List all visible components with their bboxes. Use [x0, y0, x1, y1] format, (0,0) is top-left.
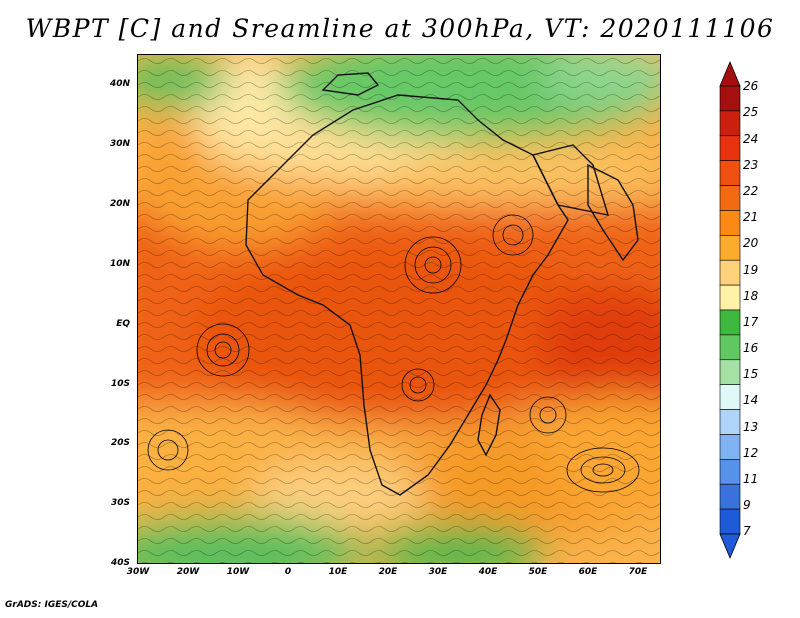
colorbar-label: 12 — [743, 446, 759, 460]
colorbar-swatch — [719, 210, 741, 236]
colorbar — [719, 60, 741, 560]
colorbar-swatch — [719, 160, 741, 186]
colorbar-label: 14 — [743, 393, 759, 407]
grads-credit: GrADS: IGES/COLA — [5, 600, 99, 610]
colorbar-swatch — [719, 135, 741, 161]
colorbar-arrow-bottom — [719, 533, 741, 560]
wbpt-field-map — [138, 55, 660, 563]
lon-tick-40e: 40E — [478, 567, 498, 577]
streamline-texture — [138, 55, 660, 563]
colorbar-swatch — [719, 284, 741, 311]
colorbar-label: 20 — [743, 236, 759, 250]
colorbar-swatch — [719, 185, 741, 211]
colorbar-swatch — [719, 110, 741, 137]
colorbar-label: 11 — [743, 472, 759, 486]
lon-tick-60e: 60E — [578, 567, 598, 577]
colorbar-label: 25 — [743, 105, 759, 119]
lon-tick-20w: 20W — [176, 567, 200, 577]
colorbar-swatch — [719, 334, 741, 361]
lat-tick-10s: 10S — [110, 379, 130, 389]
colorbar-label: 24 — [743, 132, 759, 146]
chart-title: WBPT [C] and Sreamline at 300hPa, VT: 20… — [25, 14, 775, 43]
lon-tick-70e: 70E — [628, 567, 648, 577]
lat-tick-40s: 40S — [110, 558, 130, 568]
colorbar-arrow-top — [719, 60, 741, 87]
colorbar-label: 17 — [743, 315, 759, 329]
lat-tick-eq: EQ — [116, 319, 130, 329]
lon-tick-10e: 10E — [328, 567, 348, 577]
colorbar-swatch — [719, 384, 741, 410]
lat-tick-30n: 30N — [109, 139, 130, 149]
colorbar-label: 22 — [743, 184, 759, 198]
colorbar-label: 23 — [743, 158, 759, 172]
colorbar-label: 21 — [743, 210, 759, 224]
lon-tick-50e: 50E — [528, 567, 548, 577]
lon-tick-10w: 10W — [226, 567, 250, 577]
colorbar-swatch — [719, 483, 741, 510]
colorbar-swatch — [719, 459, 741, 485]
lat-tick-20n: 20N — [109, 199, 130, 209]
colorbar-swatch — [719, 359, 741, 385]
lat-tick-40n: 40N — [109, 79, 130, 89]
map-panel — [137, 54, 661, 564]
lon-tick-30e: 30E — [428, 567, 448, 577]
colorbar-label: 18 — [743, 289, 759, 303]
colorbar-swatch — [719, 309, 741, 336]
colorbar-swatch — [719, 409, 741, 435]
streamline-vortices — [147, 214, 640, 493]
colorbar-swatch — [719, 85, 741, 112]
lon-tick-30w: 30W — [126, 567, 150, 577]
colorbar-label: 7 — [743, 524, 751, 538]
colorbar-label: 19 — [743, 263, 759, 277]
colorbar-label: 15 — [743, 367, 759, 381]
lat-tick-10n: 10N — [109, 259, 130, 269]
colorbar-swatch — [719, 508, 741, 535]
lon-tick-0: 0 — [284, 567, 292, 577]
colorbar-swatch — [719, 434, 741, 460]
lat-tick-30s: 30S — [110, 498, 130, 508]
colorbar-label: 9 — [743, 498, 751, 512]
colorbar-label: 16 — [743, 341, 759, 355]
colorbar-swatch — [719, 259, 741, 286]
colorbar-swatch — [719, 235, 741, 261]
coastline-outlines — [245, 72, 639, 496]
lat-tick-20s: 20S — [110, 438, 130, 448]
lon-tick-20e: 20E — [378, 567, 398, 577]
colorbar-label: 13 — [743, 420, 759, 434]
colorbar-label: 26 — [743, 79, 759, 93]
